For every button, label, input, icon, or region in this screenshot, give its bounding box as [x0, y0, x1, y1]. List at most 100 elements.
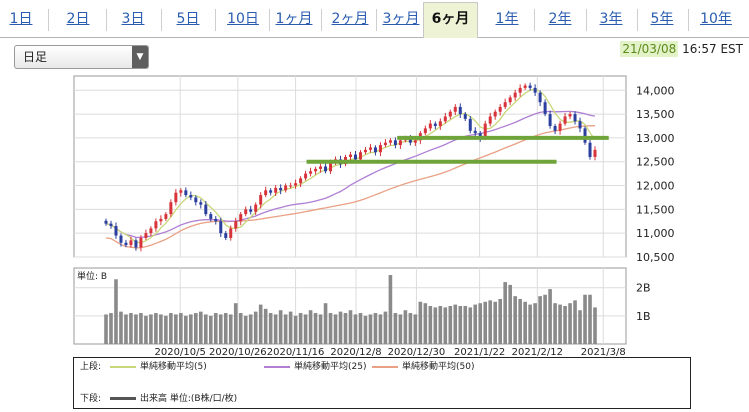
volume-bar — [448, 306, 453, 344]
candle-body — [498, 106, 502, 112]
tab-8[interactable]: 6ヶ月 — [423, 2, 478, 38]
tab-7[interactable]: 3ヶ月 — [382, 11, 420, 27]
legend-ma50-label: 単純移動平均(50) — [402, 362, 475, 372]
volume-bar — [588, 294, 592, 344]
volume-bar — [368, 314, 373, 344]
candle-body — [383, 142, 387, 146]
volume-tick-label: 2B — [636, 282, 651, 295]
candle-body — [349, 154, 352, 157]
volume-bar — [333, 314, 338, 344]
volume-bar — [129, 313, 133, 344]
tab-0[interactable]: 1日 — [9, 11, 33, 27]
candle-body — [388, 140, 392, 143]
volume-bar — [573, 300, 577, 344]
candle-body — [393, 140, 397, 146]
volume-bar — [194, 313, 198, 344]
tab-separator — [268, 9, 270, 31]
tab-separator — [533, 9, 535, 31]
candle-interval-select[interactable]: 日足 ▼ — [14, 45, 149, 69]
legend-ma5: 単純移動平均(5) — [110, 360, 207, 374]
candle-body — [508, 97, 512, 103]
volume-bar — [488, 300, 493, 344]
tab-5[interactable]: 1ヶ月 — [275, 11, 313, 27]
volume-bar — [203, 314, 208, 344]
volume-bar — [568, 303, 572, 344]
quote-time: 16:57 EST — [682, 42, 743, 56]
candle-body — [254, 204, 258, 212]
volume-bar — [338, 311, 343, 344]
tab-2[interactable]: 3日 — [121, 11, 145, 27]
legend-lower-label: 下段: — [80, 394, 102, 404]
legend-ma5-label: 単純移動平均(5) — [140, 362, 207, 372]
chart-legend: 上段: 単純移動平均(5) 単純移動平均(25) 単純移動平均(50) 下段: … — [73, 357, 691, 409]
candle-body — [533, 87, 537, 93]
candle-body — [558, 123, 562, 131]
tab-1[interactable]: 2日 — [66, 11, 90, 27]
candle-body — [204, 204, 208, 215]
candle-body — [164, 214, 168, 219]
chevron-down-icon[interactable]: ▼ — [132, 46, 148, 68]
tab-separator — [105, 9, 107, 31]
legend-ma25-label: 単純移動平均(25) — [294, 362, 367, 372]
candle-body — [124, 242, 128, 246]
candle-body — [588, 142, 592, 157]
volume-bar — [548, 289, 552, 344]
volume-bar — [493, 301, 498, 344]
tab-13[interactable]: 10年 — [700, 11, 732, 27]
tab-separator — [375, 9, 377, 31]
tab-12[interactable]: 5年 — [650, 11, 674, 27]
volume-bar — [149, 314, 153, 344]
candle-body — [448, 111, 452, 117]
tab-3[interactable]: 5日 — [176, 11, 200, 27]
volume-bar — [438, 306, 443, 344]
volume-bar — [164, 315, 168, 344]
candle-body — [438, 121, 442, 127]
volume-bar — [348, 310, 353, 344]
candle-body — [259, 195, 263, 205]
volume-bar — [283, 314, 288, 344]
candle-body — [264, 190, 268, 196]
candle-body — [234, 221, 238, 229]
candle-body — [269, 190, 273, 193]
volume-bar — [403, 310, 408, 344]
tab-11[interactable]: 3年 — [599, 11, 623, 27]
y-tick-label: 13,000 — [636, 132, 675, 145]
candle-body — [289, 185, 293, 187]
candle-body — [214, 218, 218, 222]
volume-bar — [578, 310, 582, 344]
volume-bar — [558, 304, 562, 344]
candle-body — [169, 202, 173, 215]
volume-bar — [134, 314, 138, 344]
volume-bar — [473, 304, 478, 344]
candle-body — [563, 116, 567, 124]
candle-body — [513, 92, 517, 98]
volume-bar — [248, 314, 253, 344]
candle-body — [538, 92, 542, 103]
tab-separator — [47, 9, 49, 31]
legend-ma25-swatch — [264, 365, 290, 368]
tab-6[interactable]: 2ヶ月 — [331, 11, 369, 27]
volume-bar — [238, 313, 243, 344]
candle-body — [453, 106, 457, 112]
quote-date: 21/03/08 — [620, 41, 679, 57]
volume-bar — [213, 313, 218, 344]
candle-body — [443, 116, 447, 122]
tab-separator — [636, 9, 638, 31]
volume-bar — [378, 314, 383, 344]
tab-10[interactable]: 2年 — [548, 11, 572, 27]
candle-body — [463, 114, 467, 119]
volume-bar — [119, 311, 123, 344]
tab-4[interactable]: 10日 — [227, 11, 259, 27]
candle-body — [543, 102, 547, 115]
volume-bar — [268, 313, 273, 344]
volume-bar — [478, 303, 483, 344]
x-tick-label: 2020/12/30 — [388, 347, 446, 358]
tab-9[interactable]: 1年 — [495, 11, 519, 27]
candle-body — [249, 209, 253, 212]
volume-bar — [298, 313, 303, 344]
volume-bar — [373, 313, 378, 344]
volume-bar — [408, 313, 413, 344]
volume-bar — [189, 314, 193, 344]
candle-body — [229, 228, 233, 238]
candle-body — [378, 145, 382, 153]
